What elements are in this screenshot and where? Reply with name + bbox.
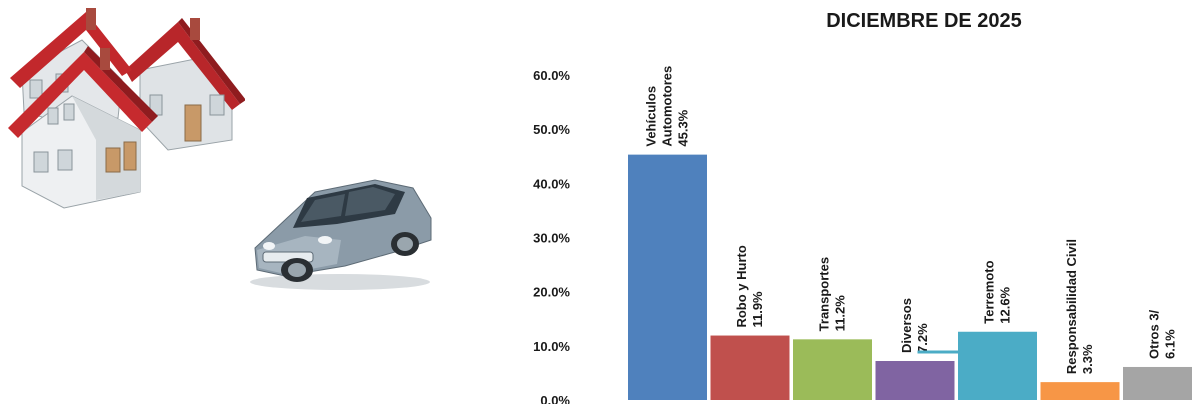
bar-label-line: 7.2% [915,323,930,353]
car-illustration [250,179,432,290]
chart-title: DICIEMBRE DE 2025 [826,10,1022,32]
bar-data-label: Otros 3/6.1% [1147,309,1178,359]
bar [793,339,872,400]
bar [1123,366,1192,400]
bar-label-line: Vehículos [644,86,659,147]
bar-chart: DICIEMBRE DE 2025 0.0% 10.0% 20.0% 30.0% 40.… [533,10,1192,404]
y-tick-label: 20.0% [533,285,570,300]
bar-label-line: Transportes [817,257,832,331]
bar-label-line: 12.6% [998,286,1013,323]
bar-label-line: Robo y Hurto [734,245,749,327]
bar-data-label: Terremoto12.6% [982,260,1013,323]
bar-data-label: Robo y Hurto11.9% [734,245,765,327]
bar-label-line: Responsabilidad Civil [1064,239,1079,374]
houses-illustration [8,8,245,209]
y-axis: 0.0% 10.0% 20.0% 30.0% 40.0% 50.0% 60.0% [533,68,570,404]
y-tick-label: 50.0% [533,122,570,137]
bar-label-line: Terremoto [982,260,997,323]
y-tick-label: 40.0% [533,176,570,191]
data-labels: VehículosAutomotores45.3%Robo y Hurto11.… [644,66,1178,374]
bar-data-label: Responsabilidad Civil3.3% [1064,239,1095,374]
y-tick-label: 10.0% [533,339,570,354]
house-front [8,46,158,209]
bar [958,331,1037,400]
bar-series [628,154,1192,400]
bar-label-line: Diversos [899,298,914,353]
bar-label-line: Automotores [660,66,675,147]
bar-data-label: Transportes11.2% [817,257,848,331]
bar-data-label: VehículosAutomotores45.3% [644,66,691,147]
house-back-right [125,18,245,151]
bar [875,361,955,400]
y-tick-label: 60.0% [533,68,570,83]
bar [1040,382,1120,400]
bar-label-line: 45.3% [676,109,691,146]
bar-label-line: 11.9% [750,291,765,328]
y-tick-label: 0.0% [540,393,570,404]
bar-label-line: Otros 3/ [1147,309,1162,359]
bar [710,335,790,400]
y-tick-label: 30.0% [533,231,570,246]
bar [628,154,707,400]
bar-label-line: 11.2% [833,295,848,332]
bar-label-line: 6.1% [1163,329,1178,359]
bar-label-line: 3.3% [1080,344,1095,374]
bar-data-label: Diversos7.2% [899,298,930,353]
